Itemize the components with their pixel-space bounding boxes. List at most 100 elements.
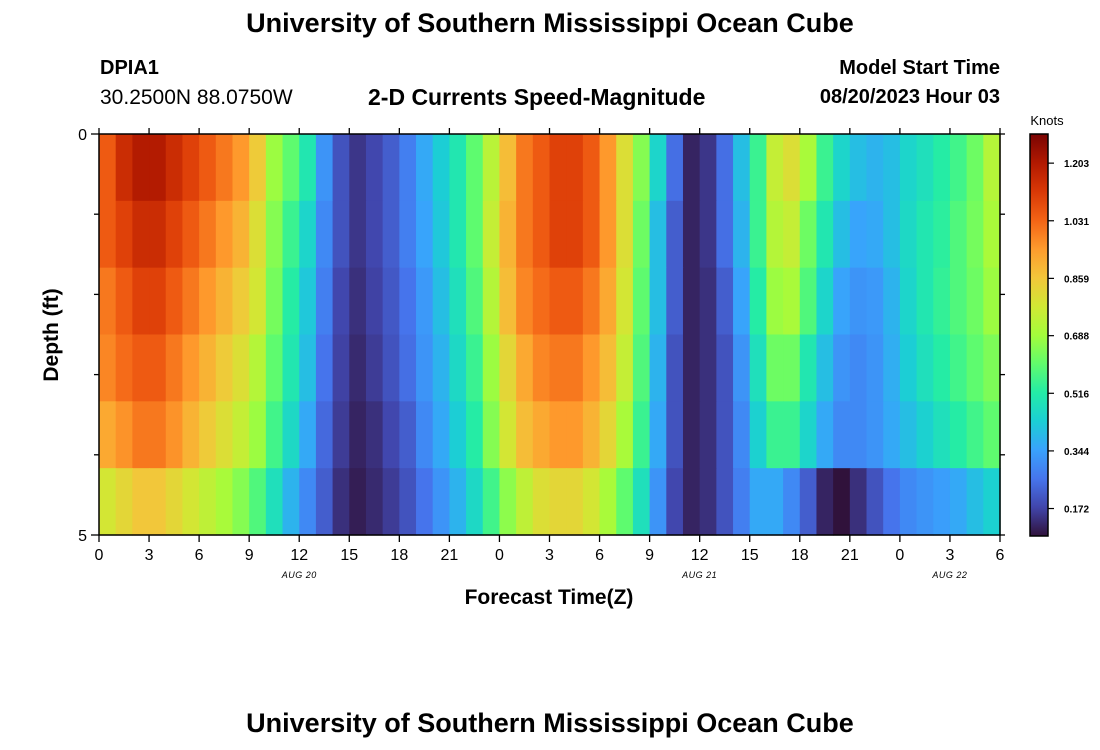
heatmap-cell (766, 334, 784, 402)
heatmap-cell (165, 267, 184, 336)
heatmap-cell (733, 334, 751, 402)
heatmap-cell (582, 468, 601, 536)
heatmap-cell (933, 334, 951, 402)
heatmap-cell (749, 401, 768, 469)
heatmap-cell (432, 334, 450, 402)
heatmap-cell (666, 334, 684, 402)
heatmap-cell (432, 134, 450, 202)
page-title: University of Southern Mississippi Ocean… (246, 8, 854, 38)
heatmap-cell (165, 468, 184, 536)
heatmap-cell (382, 134, 400, 202)
heatmap-cell (299, 401, 317, 469)
heatmap-cell (582, 401, 601, 469)
heatmap-cell (115, 468, 133, 536)
heatmap-cell (866, 134, 884, 202)
heatmap-cell (265, 134, 284, 202)
heatmap-cell (449, 134, 467, 202)
heatmap-cell (299, 200, 317, 269)
heatmap-cell (99, 401, 117, 469)
heatmap-cell (866, 334, 884, 402)
heatmap-cell (182, 401, 200, 469)
heatmap-cell (833, 334, 851, 402)
heatmap-cell (99, 134, 117, 202)
heatmap-cell (466, 134, 484, 202)
x-tick-label: 6 (595, 547, 604, 564)
heatmap-cell (566, 267, 584, 336)
heatmap-cell (933, 200, 951, 269)
heatmap-cell (733, 134, 751, 202)
heatmap-cell (482, 200, 501, 269)
heatmap-cell (866, 200, 884, 269)
heatmap-cell (499, 134, 517, 202)
heatmap-cell (599, 200, 617, 269)
heatmap-cell (733, 401, 751, 469)
x-tick-label: 3 (545, 547, 554, 564)
heatmap-cell (232, 267, 250, 336)
heatmap-cell (299, 468, 317, 536)
heatmap-cell (849, 134, 868, 202)
plot-axes: 0 3 6 9 12 15 18 21 0 3 6 9 12 15 18 21 0 3 6 AUG 20 AUG 21 A… (78, 127, 1005, 580)
heatmap-cell (249, 468, 267, 536)
heatmap-cell (349, 468, 367, 536)
heatmap-cell (299, 267, 317, 336)
heatmap-cell (716, 334, 734, 402)
x-tick-label: 3 (145, 547, 154, 564)
heatmap-cell (149, 134, 167, 202)
heatmap-cell (499, 334, 517, 402)
heatmap-cell (265, 267, 284, 336)
heatmap-cell (566, 401, 584, 469)
heatmap-cell (649, 200, 667, 269)
heatmap-cell (783, 468, 801, 536)
heatmap-cell (549, 200, 567, 269)
heatmap-cell (799, 134, 818, 202)
colorbar-unit: Knots (1030, 113, 1064, 128)
heatmap-cell (816, 267, 834, 336)
heatmap-cell (966, 334, 984, 402)
heatmap-cell (833, 468, 851, 536)
heatmap-cell (215, 200, 234, 269)
x-axis-label: Forecast Time(Z) (465, 586, 634, 609)
heatmap-cell (899, 468, 918, 536)
heatmap-cell (849, 334, 868, 402)
heatmap-cell (132, 200, 150, 269)
colorbar-scale (1029, 133, 1049, 537)
heatmap-cell (365, 134, 384, 202)
footer-title: University of Southern Mississippi Ocean… (246, 708, 854, 738)
heatmap-cell (949, 401, 968, 469)
heatmap-cell (883, 468, 901, 536)
heatmap-cell (632, 267, 651, 336)
heatmap-cell (149, 334, 167, 402)
heatmap-cell (849, 200, 868, 269)
heatmap-cell (232, 468, 250, 536)
heatmap-cell (883, 134, 901, 202)
heatmap-cell (682, 468, 701, 536)
heatmap-cell (649, 334, 667, 402)
heatmap-cell (516, 401, 534, 469)
heatmap-cell (799, 267, 818, 336)
heatmap-cell (282, 267, 300, 336)
heatmap-cell (599, 401, 617, 469)
heatmap-cell (749, 267, 768, 336)
heatmap-cell (332, 267, 350, 336)
heatmap-cell (816, 468, 834, 536)
x-tick-label: 9 (645, 547, 654, 564)
heatmap-cell (949, 468, 968, 536)
heatmap-cell (916, 200, 934, 269)
heatmap-cell (365, 401, 384, 469)
heatmap-cell (549, 468, 567, 536)
heatmap-cell (249, 334, 267, 402)
heatmap-cell (516, 334, 534, 402)
heatmap-cell (816, 200, 834, 269)
heatmap-cell (699, 468, 717, 536)
heatmap-cell (115, 267, 133, 336)
heatmap-cell (232, 200, 250, 269)
heatmap-cell (632, 134, 651, 202)
heatmap-cell (799, 334, 818, 402)
heatmap-cell (416, 267, 434, 336)
heatmap-cell (716, 468, 734, 536)
heatmap-cell (499, 468, 517, 536)
heatmap-cell (899, 334, 918, 402)
x-tick-label: 0 (95, 547, 104, 564)
heatmap-cell (649, 401, 667, 469)
heatmap-cell (616, 267, 634, 336)
